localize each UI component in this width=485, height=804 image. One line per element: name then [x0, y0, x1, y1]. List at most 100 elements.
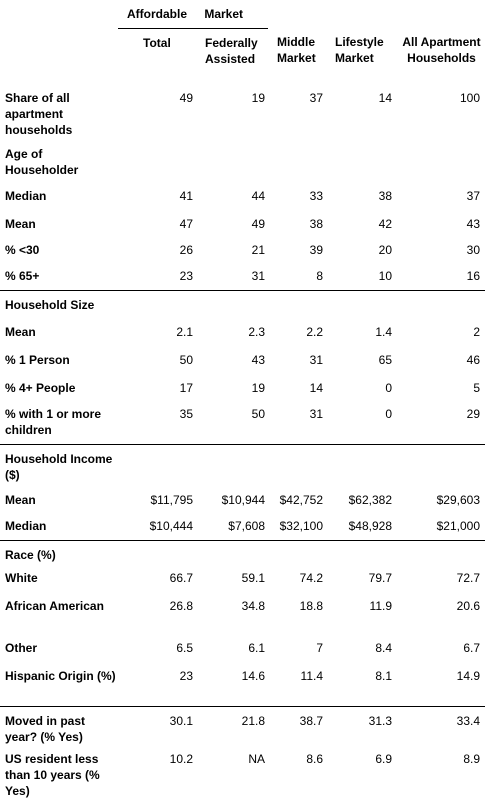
cell-value: 33	[309, 189, 323, 203]
data-row: Other 6.5 6.1 7 8.4 6.7	[0, 634, 485, 662]
column-header: Total	[143, 35, 171, 50]
cell-value: 14.6	[241, 669, 265, 683]
cell-value: 23	[179, 669, 193, 683]
cell-value: 0	[385, 407, 392, 421]
row-label: % 1 Person	[5, 353, 70, 367]
cell-value: 30.1	[118, 705, 196, 745]
group-header-row: Affordable Market	[0, 0, 485, 29]
cell-value: 65	[378, 353, 392, 367]
cell-value: 19	[251, 91, 265, 105]
cell-value: 79.7	[368, 571, 392, 585]
cell-value: 39	[309, 243, 323, 257]
cell-value: 0	[385, 381, 392, 395]
cell-value: 21	[251, 243, 265, 257]
empty-cell	[0, 0, 118, 28]
cell-value: 2	[473, 325, 480, 339]
cell-value: 14.9	[456, 669, 480, 683]
cell-value: 38	[378, 189, 392, 203]
cell-value: 37	[309, 91, 323, 105]
data-row: Mean 47 49 38 42 43	[0, 210, 485, 236]
row-label: % 65+	[5, 269, 40, 283]
cell-value: 49	[179, 91, 193, 105]
section-title-row: Age of Householder	[0, 140, 485, 182]
data-row: % 1 Person 50 43 31 65 46	[0, 346, 485, 374]
empty-cell	[0, 28, 118, 84]
cell-value: 50	[179, 353, 193, 367]
data-row: White 66.7 59.1 74.2 79.7 72.7	[0, 564, 485, 592]
cell-value: 59.1	[241, 571, 265, 585]
cell-value: $10,444	[149, 519, 193, 533]
cell-value: 8.6	[306, 751, 323, 766]
data-row: % 65+ 23 31 8 10 16	[0, 262, 485, 290]
data-row: Median $10,444 $7,608 $32,100 $48,928 $21,000	[0, 512, 485, 540]
row-label: Mean	[5, 217, 36, 231]
cell-value: 6.5	[176, 641, 193, 655]
row-label: Mean	[5, 325, 36, 339]
cell-value: 2.3	[248, 325, 265, 339]
cell-value: 26	[179, 243, 193, 257]
row-label: Share of all apartment households	[5, 91, 73, 137]
data-row: % with 1 or more children 35 50 31 0 29	[0, 400, 485, 444]
data-row: Median 41 44 33 38 37	[0, 182, 485, 210]
cell-value: 38	[309, 217, 323, 231]
cell-value: 50	[251, 407, 265, 421]
column-header: Middle Market	[277, 35, 316, 65]
cell-value: 33.4	[398, 705, 485, 745]
cell-value: 6.1	[248, 641, 265, 655]
cell-value: 47	[179, 217, 193, 231]
section-title: Race (%)	[0, 539, 118, 564]
cell-value: 35	[179, 407, 193, 421]
cell-value: 19	[251, 381, 265, 395]
cell-value: 20	[378, 243, 392, 257]
cell-value: $21,000	[436, 519, 480, 533]
section-title: Household Income ($)	[0, 443, 118, 486]
cell-value: 26.8	[169, 599, 193, 613]
row-label: Moved in past year? (% Yes)	[0, 705, 118, 745]
cell-value: 43	[466, 217, 480, 231]
group-header: Affordable Market	[118, 0, 268, 29]
data-row: Hispanic Origin (%) 23 14.6 11.4 8.1 14.9	[0, 662, 485, 706]
section-title: Age of Householder	[5, 147, 79, 177]
row-label: White	[5, 571, 38, 585]
row-label: US resident less than 10 years (% Yes)	[5, 751, 100, 798]
cell-value: 6.7	[463, 641, 480, 655]
cell-value: 41	[179, 189, 193, 203]
cell-value: 8.9	[463, 751, 480, 766]
data-row: % 4+ People 17 19 14 0 5	[0, 374, 485, 400]
cell-value: $42,752	[279, 493, 323, 507]
cell-value: 23	[179, 269, 193, 283]
cell-value: 29	[466, 407, 480, 421]
column-header-row: Total Federally Assisted Middle Market Life…	[0, 28, 485, 84]
cell-value: 6.9	[375, 751, 392, 766]
cell-value: 11.4	[300, 669, 323, 683]
cell-value: 34.8	[241, 599, 265, 613]
cell-value: 44	[251, 189, 265, 203]
cell-value: 16	[466, 269, 480, 283]
row-label: % 4+ People	[5, 381, 76, 395]
cell-value: 10	[378, 269, 392, 283]
cell-value: 74.2	[299, 571, 323, 585]
cell-value: 10.2	[169, 751, 193, 766]
cell-value: 31	[309, 353, 323, 367]
data-row: Mean $11,795 $10,944 $42,752 $62,382 $29,603	[0, 486, 485, 512]
cell-value: $32,100	[279, 519, 323, 533]
section-title: Household Size	[0, 289, 118, 318]
cell-value: 7	[316, 641, 323, 655]
cell-value: 31	[251, 269, 265, 283]
data-row: Mean 2.1 2.3 2.2 1.4 2	[0, 318, 485, 346]
cell-value: 20.6	[456, 599, 480, 613]
cell-value: $29,603	[436, 493, 480, 507]
data-row: Share of all apartment households 49 19 37 1…	[0, 84, 485, 140]
section-title-row: Race (%)	[0, 539, 485, 564]
cell-value: 8	[316, 269, 323, 283]
cell-value: 18.8	[299, 599, 323, 613]
cell-value: 100	[459, 91, 480, 105]
cell-value: 5	[473, 381, 480, 395]
cell-value: 42	[378, 217, 392, 231]
cell-value: 38.7	[268, 705, 330, 745]
empty-cell	[118, 140, 485, 182]
row-label: Median	[5, 519, 47, 533]
data-row: % <30 26 21 39 20 30	[0, 236, 485, 262]
cell-value: 1.4	[375, 325, 392, 339]
